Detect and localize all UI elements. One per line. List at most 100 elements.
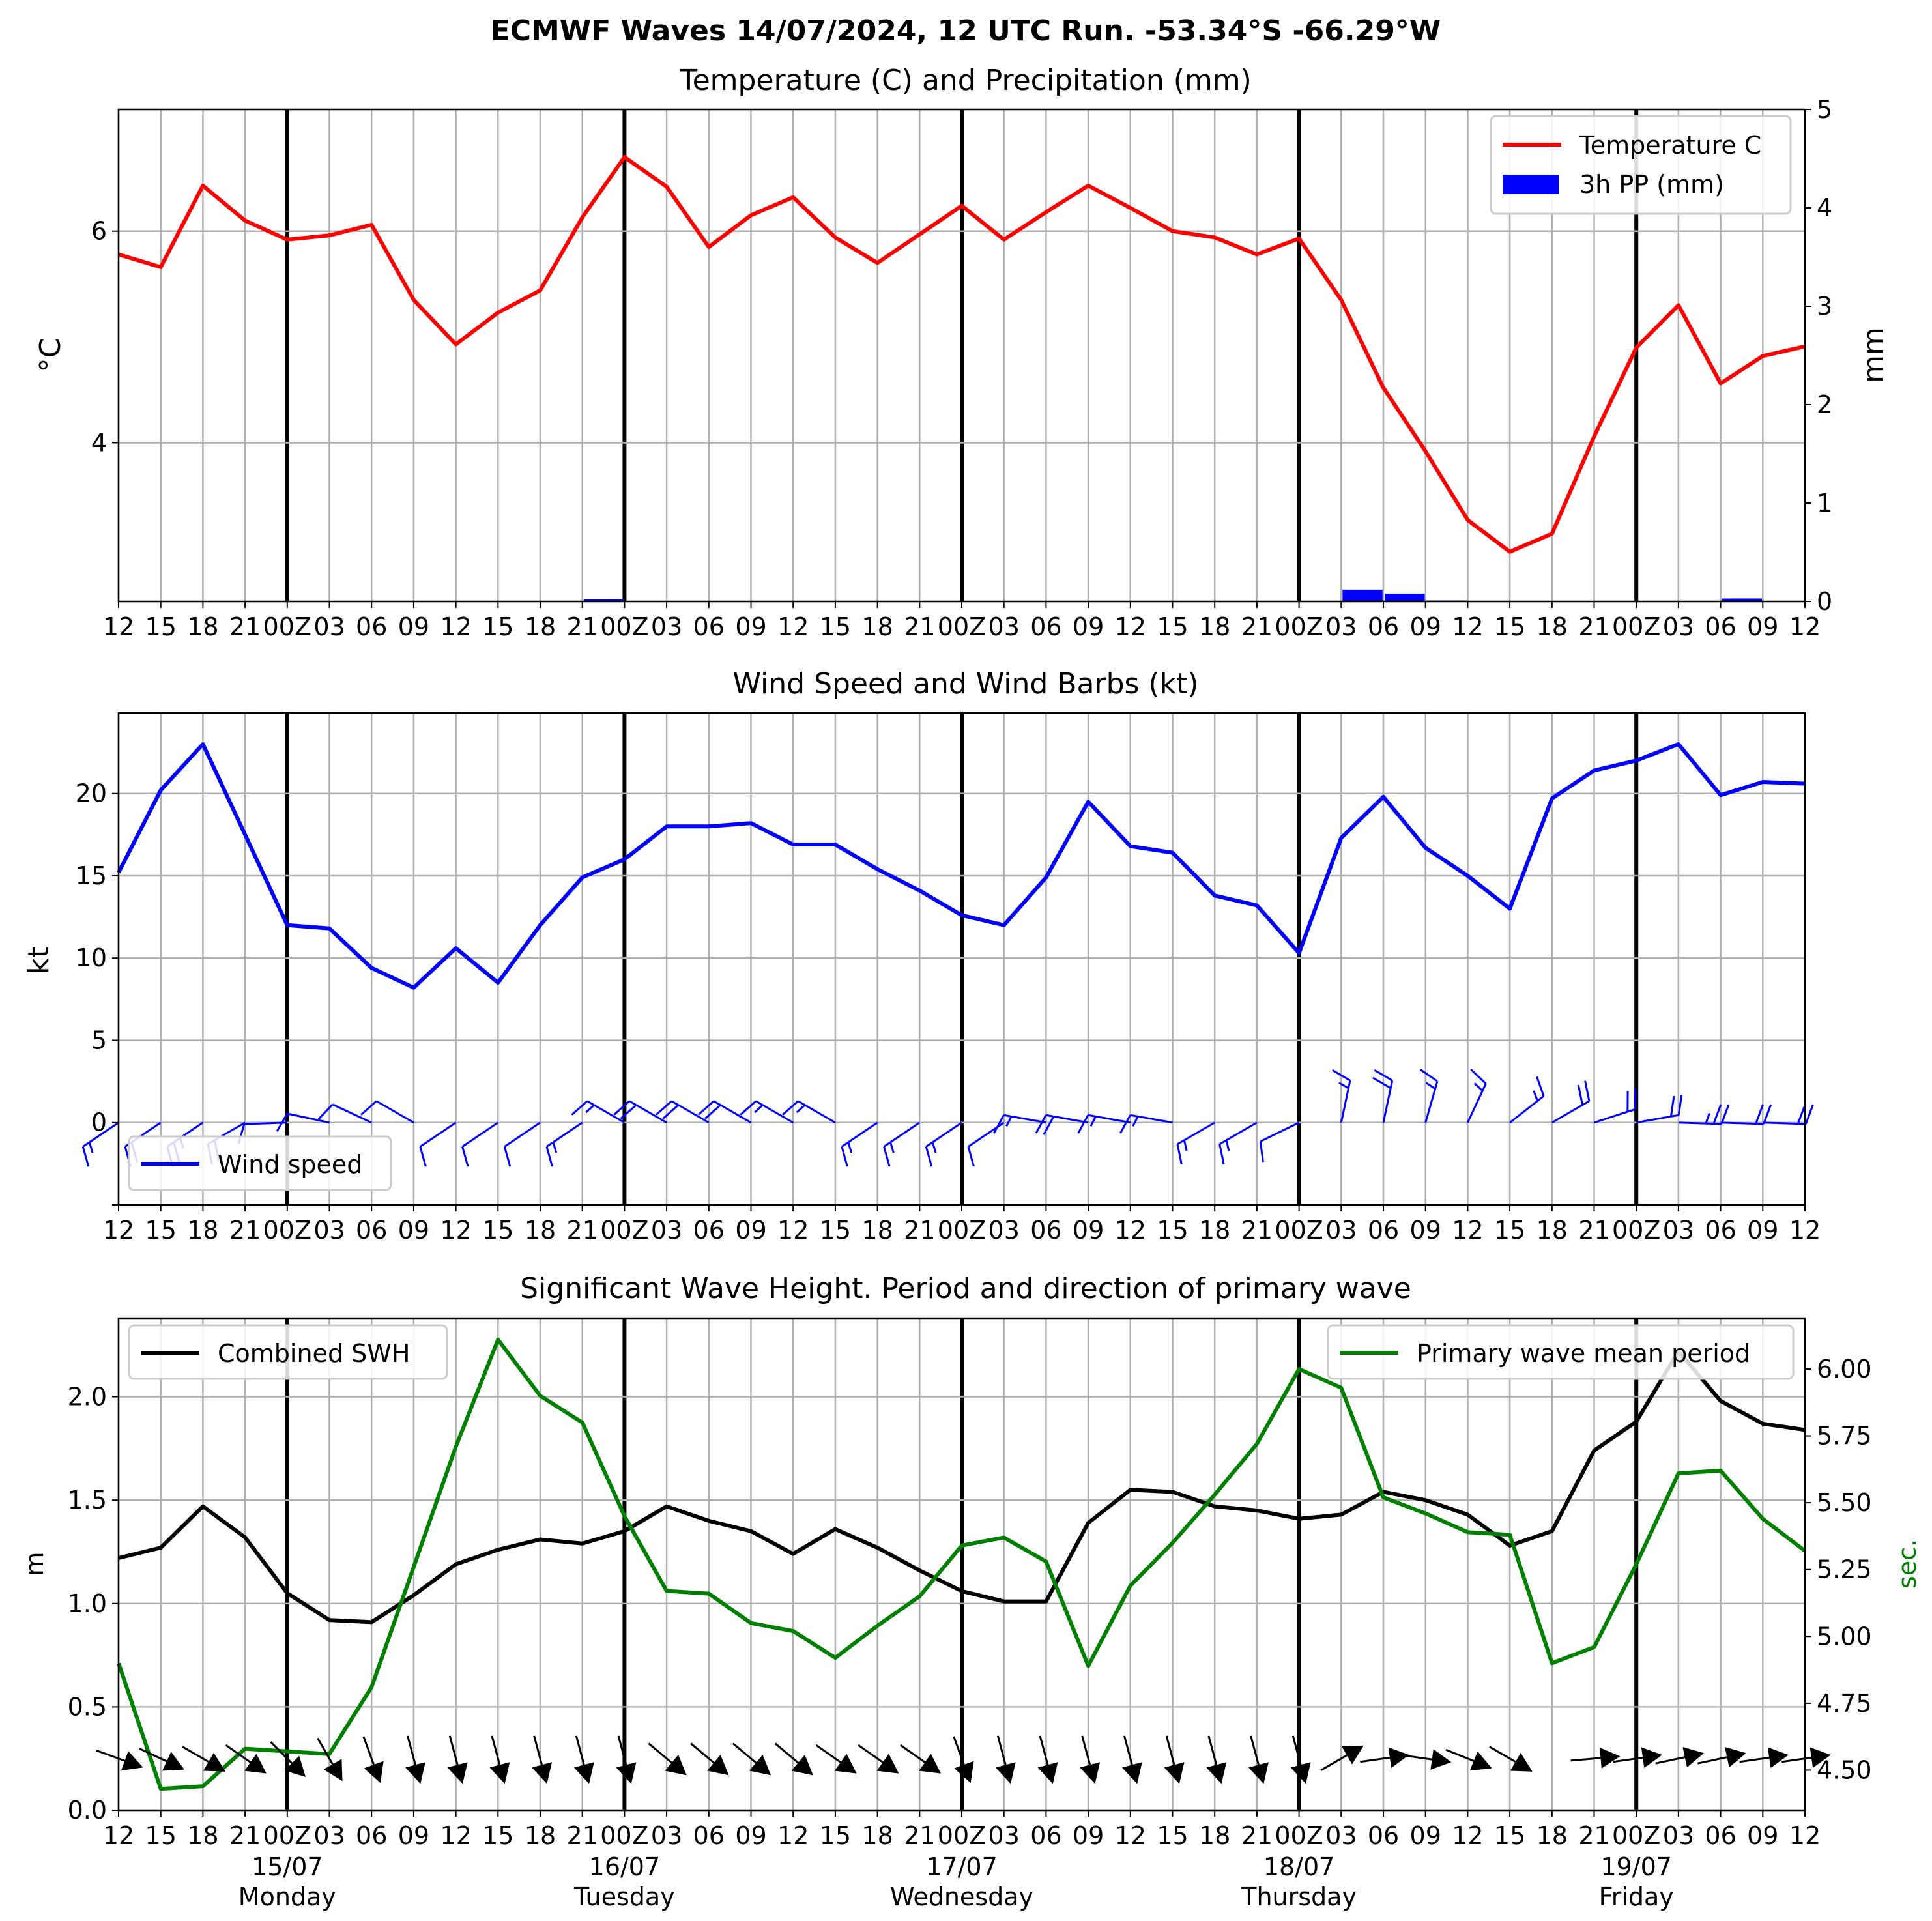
x-tick-label: 21 [1241, 1216, 1273, 1245]
wind-barb-flag [545, 1146, 553, 1167]
x-tick-label: 12 [103, 1821, 134, 1850]
temperature-y-label: °C [34, 338, 67, 373]
wind-barb-flag [1804, 1104, 1814, 1125]
y-tick-label: 6 [91, 217, 107, 246]
wave-direction-arrow [1697, 1746, 1746, 1768]
x-tick-label: 00Z [1612, 1216, 1660, 1245]
right-y-tick-label: 5.00 [1817, 1622, 1872, 1651]
wind-barb [1331, 1069, 1351, 1123]
wind-barb [1372, 1069, 1394, 1123]
wave-arrow-head [323, 1759, 343, 1782]
wave-arrow-head [284, 1755, 306, 1777]
wave-arrow-head [447, 1762, 468, 1784]
wave-direction-arrow [1655, 1746, 1705, 1768]
wave-arrow-head [616, 1762, 637, 1784]
wind-barb [1509, 1076, 1545, 1123]
period-legend-label: Primary wave mean period [1417, 1339, 1750, 1368]
wave-arrow-shaft [1402, 1754, 1432, 1761]
wind-barb [883, 1121, 921, 1167]
wind-barb-flag [276, 1113, 289, 1133]
wind-barb-flag [655, 1100, 672, 1116]
precipitation-legend-label: 3h PP (mm) [1579, 170, 1724, 199]
x-tick-label: 18 [1199, 1216, 1230, 1245]
wave-direction-arrow [139, 1748, 184, 1771]
wave-x-ticks: 12 15 18 21 00Z 03 06 09 12 15 18 21 00Z 03 06 09 12 15 18… [103, 1810, 1821, 1850]
x-tick-label: 09 [735, 1821, 766, 1850]
x-tick-label: 15 [1157, 1821, 1188, 1850]
y-tick-label: 0.5 [68, 1692, 107, 1721]
wave-arrow-head [919, 1754, 942, 1774]
wind-panel-title: Wind Speed and Wind Barbs (kt) [733, 667, 1199, 701]
wind-barb-flag [81, 1146, 90, 1167]
wind-barb-flag [1755, 1104, 1765, 1125]
right-y-tick-label: 5.25 [1817, 1555, 1872, 1584]
wave-arrow-head [1430, 1749, 1452, 1770]
x-tick-label: 18 [1536, 1821, 1568, 1850]
x-tick-label: 15 [1494, 1821, 1525, 1850]
wave-arrow-shaft [491, 1735, 501, 1765]
x-tick-label: 21 [567, 1216, 598, 1245]
x-tick-label: 12 [1452, 1216, 1483, 1245]
wave-direction-arrow [573, 1735, 594, 1784]
temperature-panel-title: Temperature (C) and Precipitation (mm) [679, 64, 1252, 97]
wind-barb-flag [1043, 1116, 1055, 1135]
wave-arrow-head [1206, 1762, 1227, 1784]
wind-plot-frame [117, 712, 1806, 1206]
wave-arrow-head [1164, 1762, 1185, 1784]
wave-direction-arrow [532, 1735, 553, 1784]
wind-barb-flag [662, 1104, 680, 1119]
x-tick-label: 09 [1073, 613, 1104, 641]
temperature-legend: Temperature C 3h PP (mm) [1490, 115, 1792, 215]
wind-barb-flag [1331, 1069, 1351, 1082]
wind-barb-flag [360, 1100, 377, 1116]
x-tick-label: 06 [356, 1821, 387, 1850]
x-tick-label: 15 [820, 1821, 851, 1850]
wave-arrow-head [489, 1762, 510, 1784]
right-y-tick-label: 4.50 [1817, 1755, 1872, 1784]
wave-arrow-head [1290, 1762, 1311, 1784]
wave-direction-arrow [690, 1742, 729, 1776]
x-tick-label: 21 [1241, 613, 1273, 641]
wave-direction-arrow [270, 1741, 306, 1777]
x-tick-label: 21 [904, 613, 935, 641]
wave-direction-arrow [648, 1742, 687, 1776]
wind-barb-flag [925, 1146, 933, 1167]
wave-arrow-shaft [182, 1746, 209, 1763]
x-tick-label: 03 [651, 1821, 682, 1850]
precipitation-y-label: mm [1857, 327, 1890, 383]
wind-legend-label: Wind speed [218, 1150, 362, 1179]
wave-arrow-head [1341, 1745, 1364, 1765]
wind-barb-flag [1536, 1076, 1545, 1097]
wind-barb [81, 1121, 119, 1167]
wave-arrow-head [1682, 1746, 1705, 1768]
x-tick-label: 15 [1494, 1216, 1525, 1245]
wave-arrow-head [1600, 1747, 1621, 1769]
wind-barb-flag [1669, 1095, 1675, 1117]
wind-barb-half-flag [889, 1142, 895, 1153]
wind-barb [1678, 1104, 1730, 1125]
wind-barb-shaft [461, 1121, 499, 1148]
wave-direction-arrow [182, 1746, 226, 1772]
wind-barb [697, 1100, 752, 1124]
wave-arrow-shaft [648, 1742, 672, 1764]
wind-barb [782, 1100, 836, 1124]
wind-legend: Wind speed [128, 1135, 392, 1191]
wind-barb [360, 1100, 414, 1124]
x-tick-label: 18 [1536, 613, 1568, 641]
x-tick-label: 09 [1747, 1821, 1778, 1850]
x-tick-label: 12 [1452, 1821, 1483, 1850]
temperature-series [118, 155, 1806, 601]
wave-arrow-head [1725, 1746, 1746, 1768]
x-tick-label: 12 [1789, 613, 1821, 641]
x-tick-label: 18 [187, 1216, 218, 1245]
wave-direction-arrow [1781, 1747, 1831, 1769]
x-tick-label: 21 [229, 1821, 261, 1850]
x-tick-label: 03 [313, 1821, 345, 1850]
wind-barb-half-flag [88, 1142, 94, 1153]
x-tick-label: 03 [988, 1216, 1020, 1245]
wave-arrow-head [1767, 1747, 1789, 1769]
wave-direction-arrow [1121, 1735, 1142, 1784]
wave-arrow-head [1121, 1762, 1142, 1784]
wave-direction-arrow [1248, 1735, 1269, 1784]
wave-arrow-head [834, 1754, 857, 1774]
